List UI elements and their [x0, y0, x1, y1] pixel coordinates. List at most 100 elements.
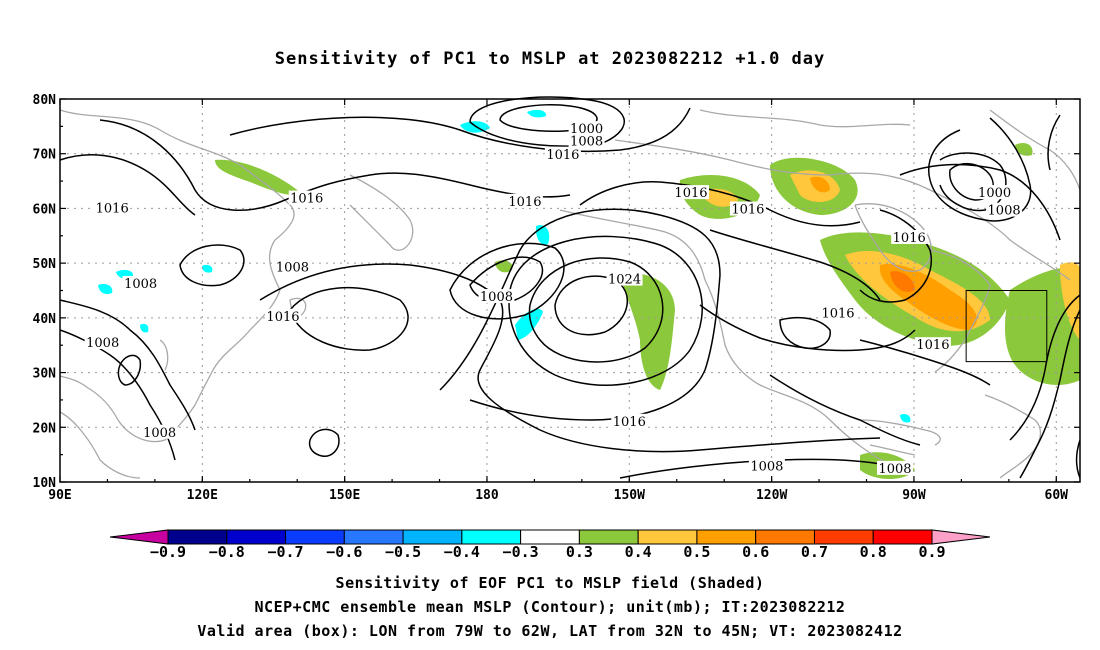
contour-labels: 1000 1008 1016 1016 1016 1016 1016 1016 1016 1000…	[84, 121, 1023, 477]
contour-label-bg	[914, 337, 951, 352]
colorbar-label: −0.3	[503, 543, 539, 561]
lat-label: 80N	[33, 93, 57, 108]
colorbar-label: −0.6	[326, 543, 362, 561]
colorbar-swatch	[285, 529, 345, 545]
contour-label: 1016	[893, 231, 926, 246]
colorbar-swatch	[402, 529, 463, 545]
colorbar-label: −0.5	[385, 543, 421, 561]
contour-label: 1008	[124, 277, 157, 292]
colorbar-high-arrow	[931, 529, 991, 545]
contour-label: 1016	[613, 415, 646, 430]
colorbar-swatch	[226, 529, 287, 545]
contour-label: 1016	[674, 186, 707, 201]
contour-label-bg	[672, 185, 709, 200]
contour-label-bg	[986, 202, 1023, 217]
contour-label-bg	[748, 458, 785, 473]
contour-label-bg	[729, 201, 766, 216]
lat-label: 50N	[33, 257, 57, 272]
contour-label-bg	[141, 424, 178, 439]
latitude-labels: 80N 70N 60N 50N 40N 30N 20N 10N	[33, 93, 57, 491]
contour-label-bg	[122, 275, 159, 290]
contour-label-bg	[84, 335, 121, 350]
contour-label: 1008	[143, 426, 176, 441]
axis-ticks	[59, 98, 1080, 483]
contour-label: 1016	[821, 306, 854, 321]
contour-label: 1016	[290, 192, 323, 207]
contour-label: 1016	[266, 310, 299, 325]
lat-label: 30N	[33, 367, 57, 382]
contour-label: 1008	[988, 204, 1021, 219]
colorbar-label: −0.4	[444, 543, 480, 561]
contour-label-bg	[606, 271, 643, 286]
caption-line-1: Sensitivity of EOF PC1 to MSLP field (Sh…	[335, 574, 765, 592]
contour-label: 1008	[750, 460, 783, 475]
colorbar-low-arrow	[109, 529, 169, 545]
colorbar-label: −0.7	[267, 543, 303, 561]
contour-label-bg	[274, 259, 311, 274]
caption-line-2: NCEP+CMC ensemble mean MSLP (Contour); u…	[254, 598, 846, 616]
contour-label: 1024	[608, 273, 641, 288]
contour-label-bg	[478, 289, 515, 304]
map-title: Sensitivity of PC1 to MSLP at 2023082212…	[274, 49, 826, 69]
contour-label: 1016	[731, 203, 764, 218]
colorbar-swatch	[813, 529, 874, 545]
colorbar-label: −0.8	[209, 543, 245, 561]
colorbar-swatch	[461, 529, 522, 545]
contour-label: 1000	[978, 186, 1011, 201]
colorbar-label: 0.3	[566, 543, 593, 561]
caption-line-3: Valid area (box): LON from 79W to 62W, L…	[197, 622, 903, 640]
lat-label: 20N	[33, 421, 57, 436]
contour-label: 1016	[508, 195, 541, 210]
colorbar-label: 0.9	[918, 543, 945, 561]
lon-label: 60W	[1045, 488, 1069, 503]
colorbar-swatch	[578, 529, 639, 545]
colorbar-swatch	[167, 529, 228, 545]
colorbar	[109, 529, 991, 545]
contour-label: 1008	[480, 290, 513, 305]
colorbar-swatch	[755, 529, 815, 545]
colorbar-label: 0.5	[683, 543, 710, 561]
contour-label: 1008	[86, 336, 119, 351]
valid-area-box	[965, 290, 1048, 363]
colorbar-swatch	[343, 529, 404, 545]
coastlines	[59, 109, 1081, 479]
colorbar-labels: −0.9 −0.8 −0.7 −0.6 −0.5 −0.4 −0.3 0.3 0.4 0.5 0.6…	[150, 543, 946, 561]
lon-label: 180	[475, 488, 499, 503]
contour-label-bg	[506, 193, 543, 208]
colorbar-label: 0.7	[801, 543, 828, 561]
lon-label: 90W	[902, 488, 926, 503]
contour-label: 1000	[570, 122, 603, 137]
contour-label-bg	[288, 190, 325, 205]
contour-label-bg	[976, 185, 1013, 200]
colorbar-label: −0.9	[150, 543, 186, 561]
mslp-contours	[59, 96, 1081, 479]
contour-label-bg	[568, 133, 605, 148]
colorbar-swatch	[637, 529, 698, 545]
colorbar-swatch	[520, 529, 580, 545]
lat-label: 40N	[33, 312, 57, 327]
contour-label-bg	[544, 146, 581, 161]
lon-label: 120E	[187, 488, 218, 503]
longitude-labels: 90E 120E 150E 180 150W 120W 90W 60W	[48, 488, 1068, 503]
colorbar-label: 0.8	[860, 543, 887, 561]
contour-label-bg	[568, 121, 605, 136]
contour-label-bg	[264, 308, 301, 323]
lon-label: 150E	[329, 488, 360, 503]
colorbar-label: 0.6	[742, 543, 769, 561]
contour-label-bg	[820, 305, 857, 320]
contour-label-bg	[876, 460, 913, 475]
contour-label-bg	[891, 229, 928, 244]
contour-label: 1016	[546, 148, 579, 163]
colorbar-swatch	[696, 529, 757, 545]
lon-label: 120W	[756, 488, 787, 503]
lat-label: 60N	[33, 202, 57, 217]
contour-label: 1008	[276, 261, 309, 276]
lat-label: 70N	[33, 148, 57, 163]
lat-label: 10N	[33, 476, 57, 491]
contour-label-bg	[94, 200, 131, 215]
lon-label: 150W	[614, 488, 645, 503]
contour-label-bg	[611, 413, 648, 428]
colorbar-swatch	[872, 529, 933, 545]
lon-label: 90E	[48, 488, 71, 503]
